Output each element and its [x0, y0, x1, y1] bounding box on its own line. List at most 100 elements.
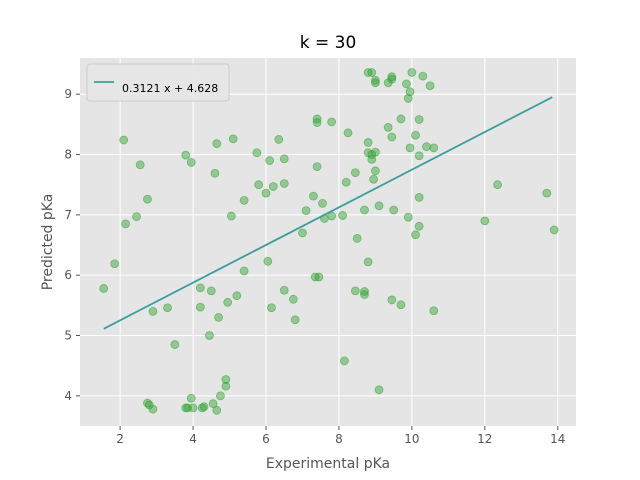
data-point	[181, 150, 191, 160]
plot-area	[80, 58, 576, 426]
data-point	[314, 272, 324, 282]
data-point	[407, 68, 417, 77]
data-point	[232, 291, 242, 301]
x-axis-label: Experimental pKa	[266, 456, 390, 472]
data-point	[371, 166, 380, 176]
x-tick-label: 12	[477, 432, 492, 446]
data-point	[279, 179, 289, 188]
data-point	[163, 303, 172, 313]
data-point	[367, 68, 377, 77]
data-point	[288, 294, 298, 304]
data-point	[279, 285, 289, 295]
data-point	[350, 168, 360, 178]
data-point	[309, 191, 318, 201]
data-point	[208, 399, 218, 409]
data-point	[132, 212, 141, 222]
data-point	[403, 212, 413, 222]
fit-line	[103, 96, 553, 330]
data-point	[170, 340, 180, 349]
data-point	[206, 286, 216, 296]
data-point	[418, 71, 428, 81]
data-point	[212, 405, 222, 415]
data-point	[371, 147, 380, 157]
data-point	[239, 266, 249, 276]
data-point	[341, 177, 351, 187]
x-tick-label: 6	[262, 432, 270, 446]
x-tick-label: 10	[404, 432, 419, 446]
data-point	[493, 180, 502, 190]
data-point	[369, 174, 378, 184]
data-point	[188, 403, 198, 413]
data-point	[387, 295, 397, 305]
data-point	[212, 139, 222, 149]
data-point	[279, 154, 289, 164]
y-tick-label: 9	[64, 87, 72, 101]
data-point	[374, 201, 384, 211]
data-point	[110, 259, 120, 269]
data-point	[414, 192, 424, 202]
data-point	[360, 287, 369, 296]
data-point	[226, 211, 236, 221]
y-ticks: 4 5 6 7 8 9	[64, 87, 80, 403]
data-point	[268, 182, 278, 191]
data-point	[352, 233, 362, 243]
data-point	[429, 306, 439, 316]
data-point	[389, 205, 399, 215]
data-point	[360, 205, 369, 215]
y-tick-label: 4	[64, 389, 72, 403]
data-point	[221, 375, 231, 384]
data-point	[371, 78, 380, 88]
data-point	[267, 303, 276, 313]
data-point	[301, 206, 311, 216]
data-point	[214, 313, 223, 322]
data-point	[402, 79, 411, 89]
data-point	[195, 283, 205, 293]
data-points	[99, 68, 559, 415]
data-point	[119, 135, 129, 145]
data-point	[350, 286, 360, 296]
data-point	[367, 154, 377, 164]
x-tick-label: 14	[550, 432, 565, 446]
data-point	[343, 128, 353, 138]
data-point	[195, 302, 205, 312]
data-point	[405, 87, 415, 97]
data-point	[265, 156, 275, 165]
data-point	[387, 74, 397, 84]
data-point	[411, 130, 420, 140]
data-point	[223, 297, 233, 307]
data-point	[205, 331, 214, 340]
legend-box	[86, 63, 230, 102]
data-point	[210, 168, 220, 178]
data-point	[263, 256, 273, 266]
data-point	[216, 391, 225, 401]
y-tick-label: 7	[64, 208, 72, 222]
data-point	[480, 216, 490, 226]
data-point	[411, 230, 420, 240]
data-point	[99, 284, 109, 293]
data-point	[318, 198, 327, 208]
data-point	[387, 132, 397, 142]
data-point	[414, 151, 424, 161]
data-point	[252, 148, 262, 158]
data-point	[414, 115, 424, 124]
data-point	[429, 143, 439, 153]
data-point	[186, 393, 196, 403]
data-point	[298, 228, 307, 238]
data-point	[239, 195, 249, 205]
y-tick-label: 6	[64, 268, 72, 282]
data-point	[312, 162, 322, 171]
data-point	[186, 157, 196, 167]
data-point	[542, 188, 552, 198]
x-tick-label: 8	[335, 432, 343, 446]
data-point	[221, 381, 231, 391]
data-point	[148, 404, 158, 414]
data-point	[254, 180, 264, 190]
data-point	[261, 188, 271, 198]
x-ticks: 2 4 6 8 10 12 14	[116, 426, 565, 446]
data-point	[363, 138, 373, 147]
data-point	[148, 306, 158, 316]
data-point	[363, 257, 373, 267]
data-point	[396, 114, 406, 124]
data-point	[383, 122, 393, 132]
